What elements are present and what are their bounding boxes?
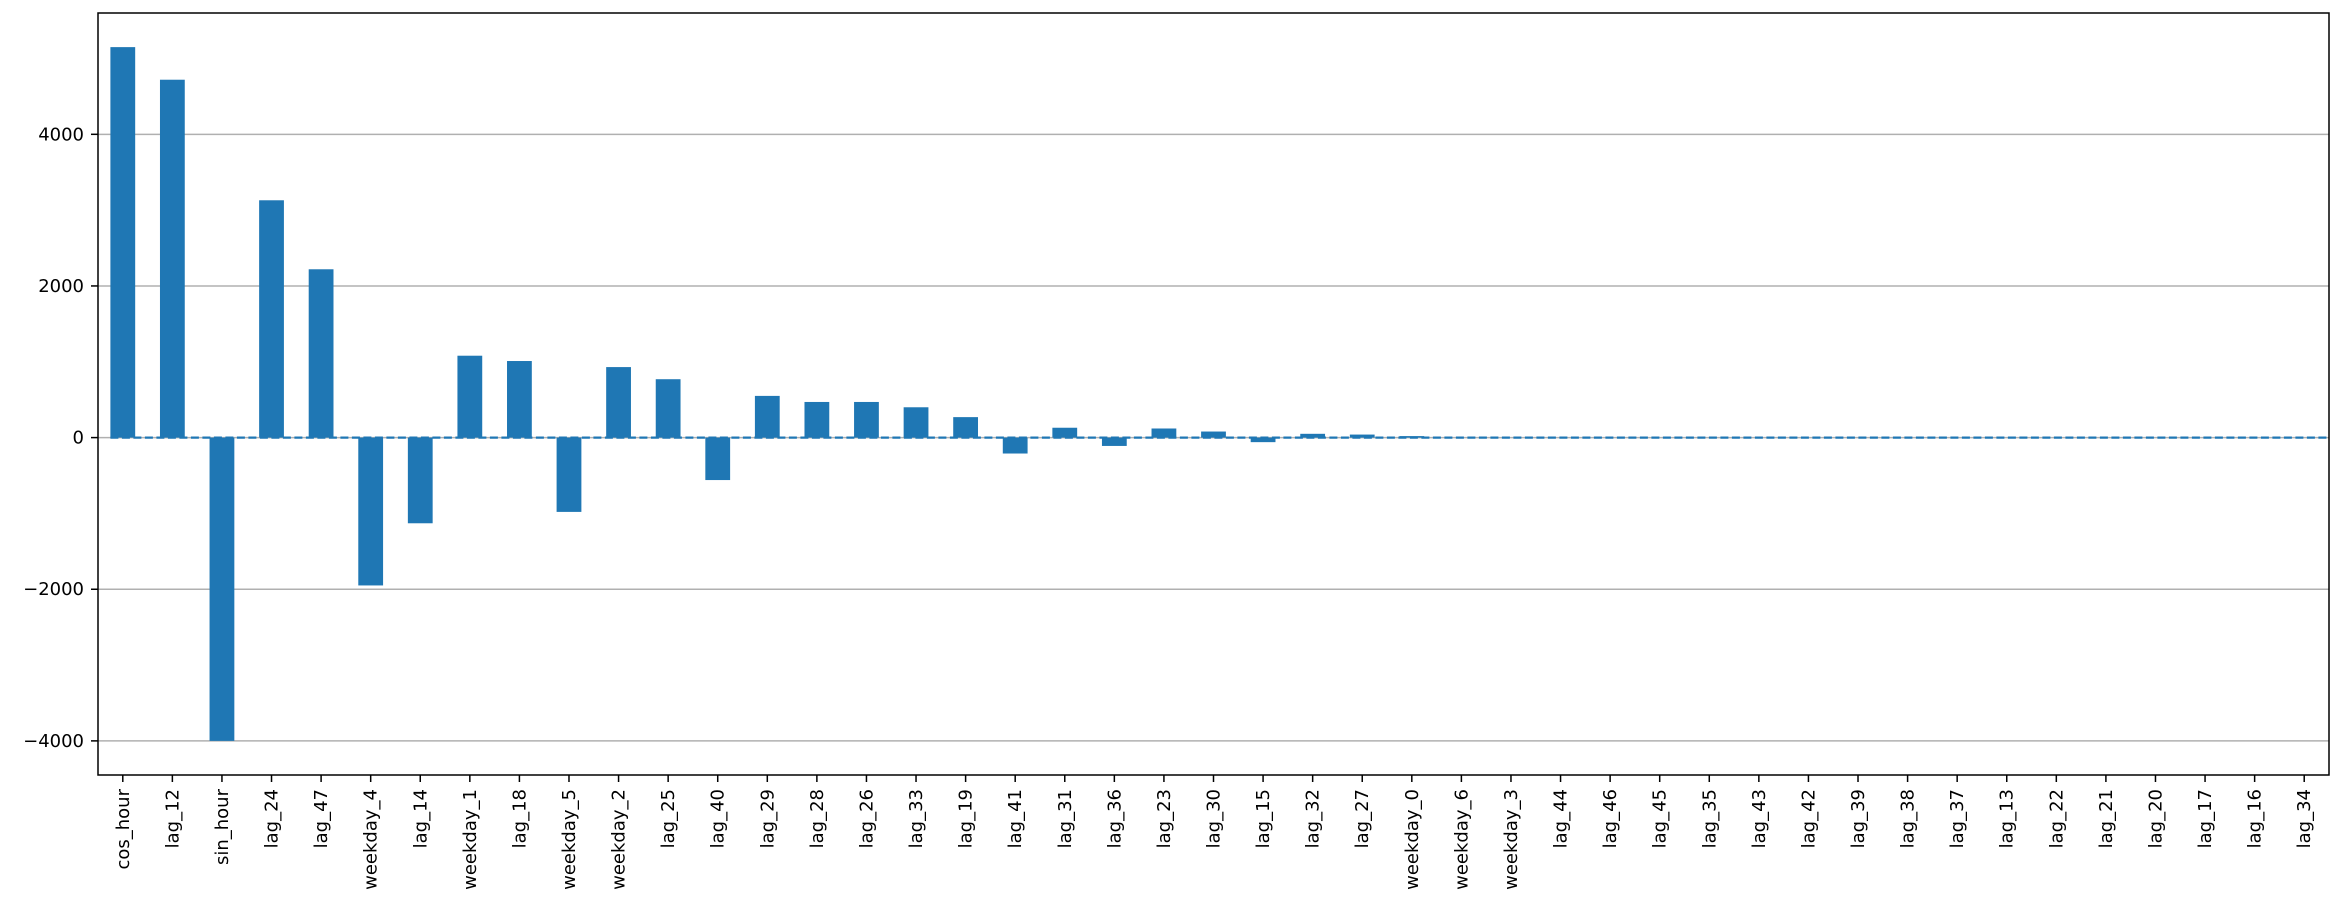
bar-lag_14 (407, 437, 433, 524)
x-tick-label: cos_hour (113, 788, 134, 869)
x-tick-label: lag_12 (162, 789, 183, 848)
bar-lag_33 (903, 407, 929, 438)
y-tick-label: −4000 (23, 731, 84, 752)
x-tick-label: weekday_0 (1402, 789, 1423, 890)
x-tick-label: lag_40 (708, 789, 729, 848)
x-tick-label: weekday_5 (559, 789, 580, 890)
y-tick-label: 2000 (38, 276, 84, 297)
x-tick-label: lag_21 (2096, 789, 2117, 848)
bar-lag_41 (1002, 437, 1028, 454)
bar-lag_25 (655, 379, 681, 438)
x-tick-label: lag_38 (1898, 789, 1919, 848)
x-tick-label: lag_42 (1798, 789, 1819, 848)
bar-lag_19 (953, 417, 979, 438)
x-tick-label: lag_44 (1551, 789, 1572, 848)
bar-weekday_1 (457, 355, 483, 438)
bar-cos_hour (110, 47, 136, 438)
x-tick-label: lag_23 (1154, 789, 1175, 848)
x-tick-label: lag_31 (1055, 789, 1076, 848)
x-tick-label: lag_39 (1848, 789, 1869, 848)
bar-lag_28 (804, 401, 830, 438)
bar-lag_30 (1201, 431, 1226, 438)
x-tick-label: lag_47 (311, 789, 332, 848)
x-tick-label: lag_24 (262, 789, 283, 848)
x-tick-label: lag_36 (1104, 789, 1125, 848)
x-tick-label: lag_41 (1005, 789, 1026, 848)
x-tick-label: lag_35 (1699, 789, 1720, 848)
x-tick-label: weekday_3 (1501, 789, 1522, 890)
x-tick-label: lag_25 (658, 789, 679, 848)
bar-lag_26 (854, 401, 879, 438)
x-tick-label: weekday_2 (609, 789, 630, 890)
x-tick-label: lag_32 (1303, 789, 1324, 848)
bar-lag_15 (1250, 437, 1276, 443)
x-tick-label: lag_17 (2195, 789, 2216, 848)
axes-frame (97, 12, 2330, 776)
x-tick-label: lag_45 (1650, 789, 1671, 848)
bar-lag_40 (705, 437, 731, 481)
y-tick-label: 4000 (38, 124, 84, 145)
bar-weekday_2 (606, 367, 631, 438)
x-tick-label: lag_14 (410, 789, 431, 848)
y-axis-ticks: −4000 −2000 0 2000 4000 (23, 124, 98, 752)
bar-lag_29 (754, 395, 780, 438)
x-tick-label: lag_13 (1997, 789, 2018, 848)
bars (110, 47, 1425, 741)
x-tick-label: weekday_1 (460, 789, 481, 890)
x-tick-label: lag_18 (509, 789, 530, 848)
y-tick-label: 0 (73, 428, 84, 449)
x-tick-label: sin_hour (212, 788, 233, 865)
x-tick-label: lag_28 (807, 789, 828, 848)
bar-sin_hour (209, 437, 235, 741)
bar-lag_32 (1300, 433, 1326, 438)
x-tick-label: lag_27 (1352, 789, 1373, 848)
bar-lag_27 (1349, 434, 1375, 438)
bar-lag_18 (507, 361, 532, 438)
x-tick-label: lag_37 (1947, 789, 1968, 848)
x-tick-label: lag_19 (956, 789, 977, 848)
x-axis-ticks: cos_hour lag_12 sin_hour lag_24 lag_47 weekda… (113, 775, 2315, 890)
x-tick-label: lag_30 (1204, 789, 1225, 848)
bar-weekday_4 (358, 437, 384, 586)
x-tick-label: lag_15 (1253, 789, 1274, 848)
x-tick-label: lag_20 (2145, 789, 2166, 848)
x-tick-label: lag_34 (2294, 789, 2315, 848)
x-tick-label: lag_43 (1749, 789, 1770, 848)
y-tick-label: −2000 (23, 579, 84, 600)
bar-lag_31 (1052, 427, 1078, 438)
bar-weekday_5 (556, 437, 582, 512)
x-tick-label: lag_22 (2046, 789, 2067, 848)
bar-lag_23 (1151, 428, 1177, 438)
bar-lag_47 (308, 269, 334, 438)
x-tick-label: lag_16 (2245, 789, 2266, 848)
x-tick-label: lag_29 (757, 789, 778, 848)
x-tick-label: lag_33 (906, 789, 927, 848)
bar-lag_36 (1101, 437, 1127, 446)
x-tick-label: lag_46 (1600, 789, 1621, 848)
x-tick-label: weekday_4 (361, 789, 382, 890)
x-tick-label: lag_26 (856, 789, 877, 848)
bar-lag_24 (259, 200, 284, 438)
bar-lag_12 (159, 79, 185, 438)
x-tick-label: weekday_6 (1451, 789, 1472, 890)
